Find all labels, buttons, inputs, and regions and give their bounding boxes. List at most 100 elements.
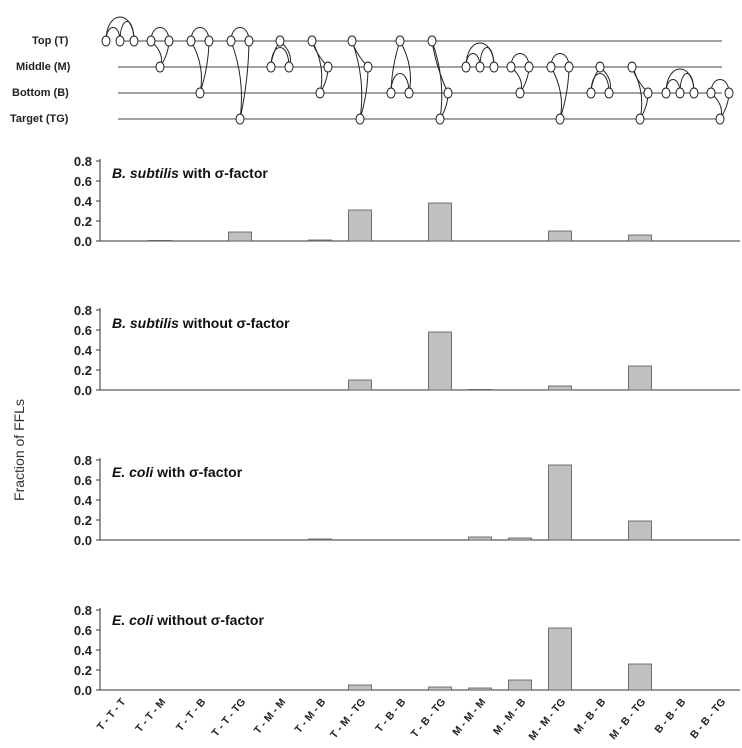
motif-edge xyxy=(665,68,697,94)
motif-node xyxy=(235,113,245,125)
y-tick-label: 0.4 xyxy=(74,343,93,358)
bar-14 xyxy=(628,520,652,541)
bar-14 xyxy=(628,663,652,691)
x-tick-label: B - B - TG xyxy=(688,696,728,741)
motif-edge xyxy=(465,42,497,68)
y-tick-label: 0.4 xyxy=(74,643,93,658)
y-tick-label: 0.6 xyxy=(74,623,92,638)
motif-icon-13 xyxy=(586,61,614,99)
y-tick-label: 0.0 xyxy=(74,234,92,249)
x-tick-label: T - T - TG xyxy=(209,696,248,739)
motif-icon-15 xyxy=(661,68,699,99)
y-tick-label: 0.0 xyxy=(74,683,92,698)
level-label-middle: Middle (M) xyxy=(16,61,71,73)
motif-edge xyxy=(351,40,364,120)
x-tick-label: M - M - TG xyxy=(526,696,568,743)
motif-node xyxy=(186,35,196,47)
motif-icon-9 xyxy=(427,35,453,125)
motif-node xyxy=(515,87,525,99)
motif-node xyxy=(627,61,637,73)
motif-node xyxy=(226,35,236,47)
y-tick-label: 0.6 xyxy=(74,174,92,189)
x-tick-label: T - B - B xyxy=(373,696,408,735)
motif-node xyxy=(489,61,499,73)
motif-node xyxy=(546,61,556,73)
motif-node xyxy=(661,87,671,99)
motif-node xyxy=(724,87,734,99)
motif-icon-7 xyxy=(347,35,373,125)
motif-icon-4 xyxy=(226,27,254,125)
level-label-top: Top (T) xyxy=(32,35,69,47)
motif-node xyxy=(386,87,396,99)
motif-node xyxy=(555,113,565,125)
motif-icon-11 xyxy=(506,53,534,99)
y-tick-label: 0.2 xyxy=(74,663,92,678)
y-tick-label: 0.2 xyxy=(74,363,92,378)
x-tick-label: T - M - B xyxy=(292,696,328,736)
y-tick-label: 0.2 xyxy=(74,513,92,528)
motif-node xyxy=(164,35,174,47)
motif-edge xyxy=(230,40,244,120)
bar-4 xyxy=(228,231,252,242)
motif-node xyxy=(284,61,294,73)
motif-node xyxy=(115,35,125,47)
motif-node xyxy=(195,87,205,99)
bar-7 xyxy=(348,209,372,242)
motif-node xyxy=(204,35,214,47)
motif-node xyxy=(604,87,614,99)
motif-node xyxy=(427,35,437,47)
bar-7 xyxy=(348,684,372,691)
x-tick-label: M - B - TG xyxy=(607,696,648,742)
level-label-target: Target (TG) xyxy=(10,113,69,125)
x-tick-label: T - M - TG xyxy=(328,696,368,741)
bar-9 xyxy=(428,686,452,691)
x-tick-label: M - M - M xyxy=(450,696,488,738)
motif-icon-3 xyxy=(186,27,214,99)
panel-title: E. coli with σ-factor xyxy=(112,464,243,480)
panel-title: B. subtilis with σ-factor xyxy=(112,165,268,181)
motif-icon-5 xyxy=(266,35,294,73)
bar-14 xyxy=(628,365,652,391)
bar-12 xyxy=(548,627,572,691)
motif-node xyxy=(275,35,285,47)
panel-bsub-without-sigma: B. subtilis without σ-factor 0.0 0.2 0.4 0.… xyxy=(74,303,740,398)
bar-11 xyxy=(508,679,532,691)
motif-node xyxy=(564,61,574,73)
motif-edge xyxy=(270,47,292,68)
motif-node xyxy=(266,61,276,73)
x-tick-label: T - M - M xyxy=(252,696,289,737)
y-tick-label: 0.2 xyxy=(74,214,92,229)
motif-node xyxy=(443,87,453,99)
bar-6 xyxy=(308,538,332,541)
x-tick-label: T - T - M xyxy=(133,696,168,735)
y-tick-label: 0.6 xyxy=(74,473,92,488)
bar-10 xyxy=(468,687,492,691)
motif-node xyxy=(506,61,516,73)
motif-edge xyxy=(238,40,250,120)
motif-node xyxy=(706,87,716,99)
y-tick-label: 0.8 xyxy=(74,603,92,618)
ffl-motif-icons xyxy=(101,16,734,125)
panel-bsub-with-sigma: B. subtilis with σ-factor 0.0 0.2 0.4 0.6 0.… xyxy=(74,154,740,249)
motif-icon-8 xyxy=(386,35,414,99)
y-tick-label: 0.8 xyxy=(74,154,92,169)
panel-ecoli-without-sigma: E. coli without σ-factor 0.0 0.2 0.4 0.6 0.8 xyxy=(74,603,740,698)
motif-node xyxy=(524,61,534,73)
motif-edge xyxy=(390,73,412,94)
motif-node xyxy=(129,35,139,47)
motif-node xyxy=(355,113,365,125)
motif-node xyxy=(643,87,653,99)
bar-11 xyxy=(508,537,532,541)
bar-10 xyxy=(468,536,492,541)
motif-node xyxy=(315,87,325,99)
bar-10 xyxy=(468,389,492,391)
motif-icon-10 xyxy=(461,42,499,73)
y-axis-label: Fraction of FFLs xyxy=(11,399,27,501)
motif-node xyxy=(635,113,645,125)
motif-node xyxy=(475,61,485,73)
y-tick-label: 0.6 xyxy=(74,323,92,338)
bar-9 xyxy=(428,202,452,242)
y-tick-label: 0.8 xyxy=(74,453,92,468)
